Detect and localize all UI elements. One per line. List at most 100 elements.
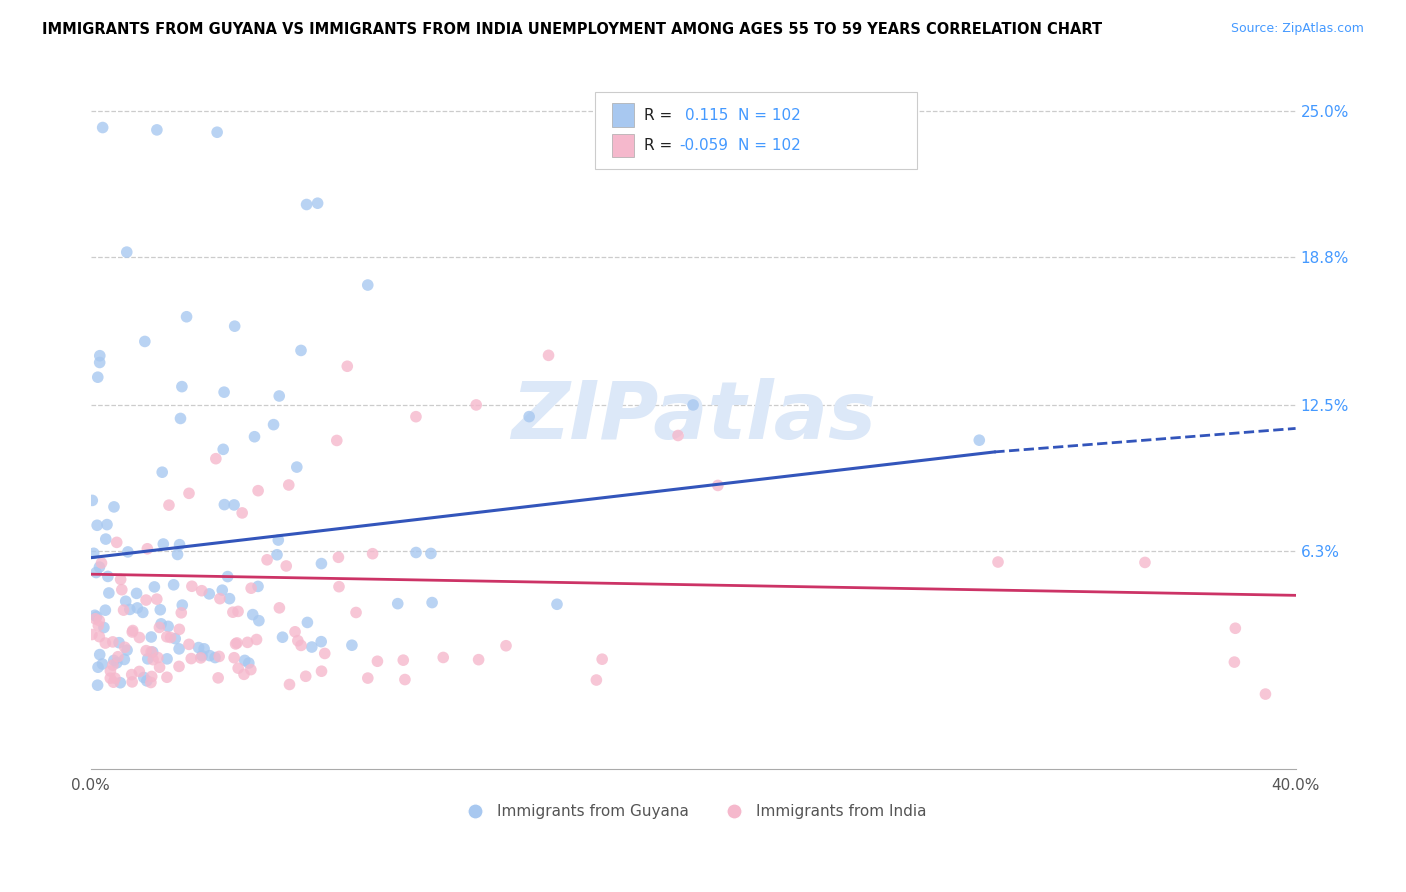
Point — [225, 637, 247, 651]
Point — [585, 673, 607, 687]
Point — [103, 675, 125, 690]
Point — [405, 545, 427, 559]
Point — [139, 675, 162, 690]
Point — [198, 648, 221, 663]
Point — [135, 593, 157, 607]
Point — [165, 632, 187, 646]
Point — [238, 656, 260, 670]
Point — [135, 643, 157, 657]
Point — [170, 606, 193, 620]
Point — [118, 602, 141, 616]
Point — [86, 518, 108, 533]
Point — [101, 658, 124, 673]
Point — [100, 664, 122, 678]
Point — [1223, 655, 1246, 669]
Point — [212, 442, 235, 457]
Point — [87, 618, 110, 632]
Point — [87, 370, 110, 384]
Point — [157, 498, 180, 512]
Point — [190, 583, 212, 598]
Point — [191, 648, 214, 663]
Point — [143, 580, 166, 594]
Point — [326, 434, 349, 448]
Point — [193, 641, 215, 656]
Point — [357, 671, 380, 685]
Point — [245, 632, 267, 647]
Point — [394, 673, 416, 687]
Point — [156, 630, 179, 644]
Point — [87, 660, 110, 674]
Point — [105, 656, 128, 670]
Point — [269, 389, 291, 403]
Point — [311, 664, 333, 678]
Point — [148, 620, 170, 634]
Point — [218, 591, 240, 606]
Point — [103, 653, 125, 667]
Point — [97, 569, 120, 583]
Point — [146, 650, 169, 665]
Point — [205, 125, 228, 139]
Point — [212, 385, 235, 400]
Text: ZIPatlas: ZIPatlas — [510, 377, 876, 456]
Point — [111, 582, 134, 597]
Point — [295, 197, 318, 211]
Point — [284, 624, 307, 639]
Point — [170, 379, 193, 393]
Point — [256, 553, 278, 567]
Point — [277, 478, 299, 492]
Point — [666, 428, 689, 442]
Point — [222, 605, 245, 619]
Point — [90, 556, 112, 570]
Point — [226, 636, 249, 650]
Point — [121, 624, 143, 638]
Point — [82, 493, 104, 508]
Point — [83, 608, 105, 623]
Point — [214, 498, 236, 512]
Point — [97, 586, 120, 600]
Point — [465, 398, 488, 412]
Point — [128, 665, 150, 679]
Point — [263, 417, 285, 432]
Point — [266, 548, 288, 562]
Point — [340, 638, 363, 652]
Point — [267, 533, 290, 547]
Point — [176, 310, 198, 324]
Point — [162, 578, 184, 592]
Point — [94, 636, 117, 650]
Point — [86, 609, 108, 624]
Point — [1225, 621, 1247, 635]
Point — [134, 334, 156, 349]
Point — [537, 348, 560, 362]
Point — [169, 623, 191, 637]
Point — [239, 663, 262, 677]
Point — [366, 654, 388, 668]
Point — [136, 541, 159, 556]
Point — [94, 532, 117, 546]
Point — [96, 517, 118, 532]
Point — [285, 460, 308, 475]
Point — [208, 649, 231, 664]
Point — [89, 560, 111, 574]
Point — [591, 652, 613, 666]
Text: R =: R = — [644, 138, 672, 153]
Point — [103, 500, 125, 514]
Point — [167, 641, 190, 656]
Point — [110, 675, 132, 690]
Point — [121, 667, 143, 681]
Text: 0.115: 0.115 — [685, 108, 728, 122]
Point — [89, 614, 111, 628]
Point — [387, 597, 409, 611]
Point — [177, 486, 200, 500]
Point — [84, 566, 107, 580]
Point — [269, 600, 291, 615]
Point — [357, 278, 380, 293]
Text: N = 102: N = 102 — [738, 138, 801, 153]
Point — [112, 603, 135, 617]
Point — [136, 652, 159, 666]
Point — [242, 607, 264, 622]
Point — [125, 586, 148, 600]
Point — [328, 580, 350, 594]
Point — [127, 601, 149, 615]
Point — [146, 592, 169, 607]
Point — [301, 640, 323, 654]
